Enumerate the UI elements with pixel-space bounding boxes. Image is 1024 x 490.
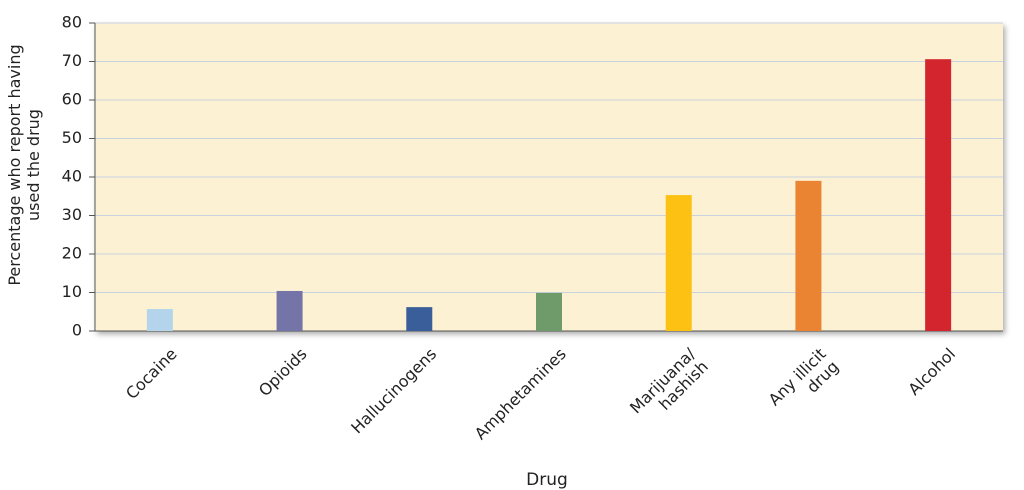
bar: [536, 292, 562, 331]
bar: [406, 307, 433, 331]
y-tick-label: 20: [62, 244, 82, 263]
bar: [795, 180, 822, 331]
y-tick-label: 40: [62, 167, 82, 186]
y-tick-label: 60: [62, 90, 82, 109]
y-tick-label: 30: [62, 205, 82, 224]
y-axis-title: Percentage who report having used the dr…: [5, 44, 43, 286]
bar: [665, 195, 692, 331]
y-tick-label: 50: [62, 128, 82, 147]
y-tick-label: 70: [62, 51, 82, 70]
y-tick-label: 80: [62, 13, 82, 32]
y-tick-label: 0: [72, 321, 82, 340]
bar: [146, 309, 173, 331]
y-tick-label: 10: [62, 282, 82, 301]
x-axis-title: Drug: [526, 470, 568, 490]
bar: [276, 290, 303, 331]
bar: [925, 59, 952, 331]
